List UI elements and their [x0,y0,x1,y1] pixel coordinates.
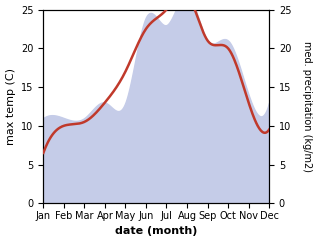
Y-axis label: med. precipitation (kg/m2): med. precipitation (kg/m2) [302,41,313,172]
X-axis label: date (month): date (month) [115,227,197,236]
Y-axis label: max temp (C): max temp (C) [5,68,16,145]
